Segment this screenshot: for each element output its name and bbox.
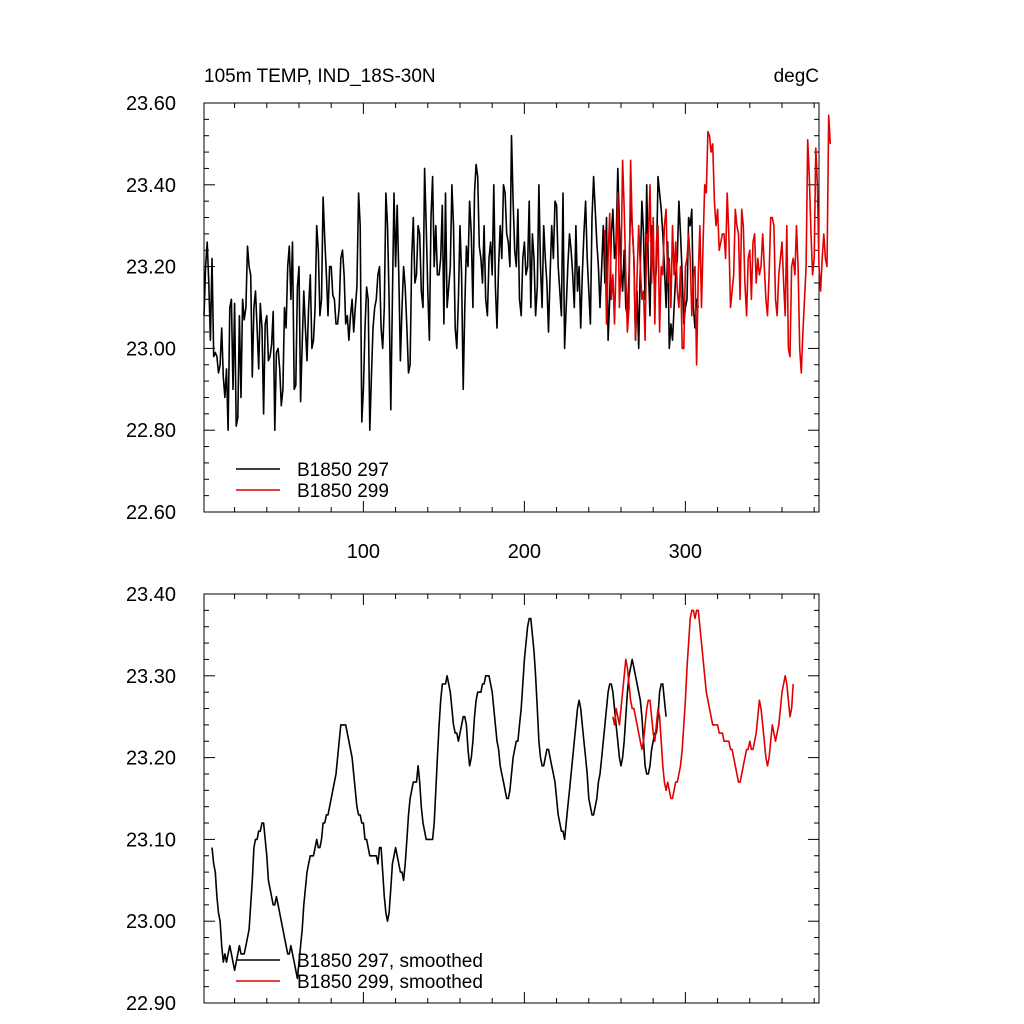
chart-title: 105m TEMP, IND_18S-30N: [204, 66, 436, 87]
y-tick-label: 22.60: [126, 502, 176, 524]
series-line-b1850-297: [203, 134, 700, 432]
y-tick-label: 23.00: [126, 911, 176, 933]
bottom-axis-ticks: 22.90 23.00 23.10 23.20 23.30 23.40: [126, 584, 819, 1015]
y-tick-label: 22.90: [126, 993, 176, 1015]
y-tick-label: 23.60: [126, 93, 176, 115]
bottom-series-lines: [211, 609, 794, 980]
legend-label: B1850 297, smoothed: [297, 951, 483, 972]
top-axis-ticks: 22.60 22.80 23.00 23.20 23.40 23.60 100 200 300: [126, 93, 819, 563]
units-label: degC: [774, 66, 819, 87]
legend-label: B1850 299: [297, 481, 389, 502]
legend-label: B1850 297: [297, 460, 389, 481]
x-tick-label: 100: [347, 541, 380, 563]
y-tick-label: 23.10: [126, 829, 176, 851]
legend-label: B1850 299, smoothed: [297, 972, 483, 993]
bottom-panel: 22.90 23.00 23.10 23.20 23.30 23.40 B1850 297…: [126, 584, 820, 1015]
y-tick-label: 23.00: [126, 338, 176, 360]
y-tick-label: 22.80: [126, 420, 176, 442]
series-line-b1850-299: [604, 114, 832, 374]
top-series-lines: [203, 114, 832, 432]
y-tick-label: 23.20: [126, 748, 176, 770]
series-line-b1850-299: [612, 609, 794, 800]
bottom-plot-frame: [203, 593, 820, 1004]
y-tick-label: 23.40: [126, 584, 176, 606]
series-line-b1850-297: [211, 617, 667, 980]
x-tick-label: 300: [669, 541, 702, 563]
y-tick-label: 23.20: [126, 257, 176, 279]
top-panel: 105m TEMP, IND_18S-30N degC 22.60 22.80 23…: [126, 66, 832, 563]
x-tick-label: 200: [508, 541, 541, 563]
y-tick-label: 23.40: [126, 175, 176, 197]
y-tick-label: 23.30: [126, 666, 176, 688]
